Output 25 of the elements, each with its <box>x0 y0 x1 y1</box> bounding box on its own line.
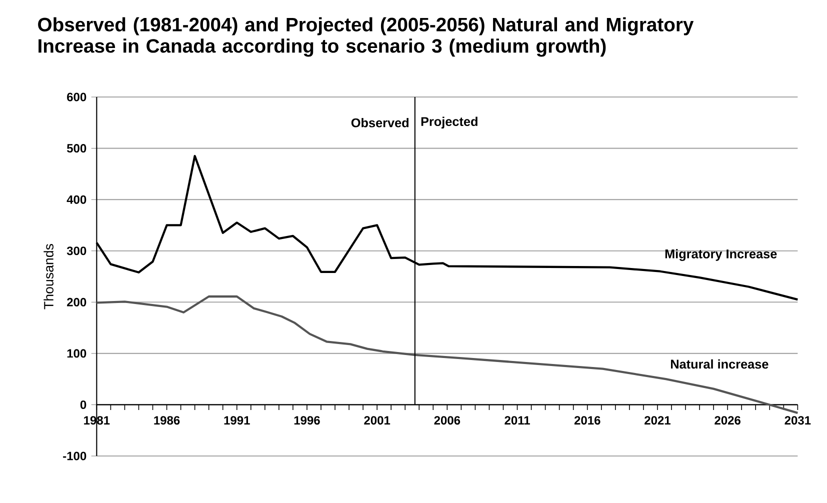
y-tick-label: -100 <box>63 452 86 460</box>
x-tick-label: 2031 <box>784 416 811 425</box>
y-tick-label: 300 <box>66 246 86 256</box>
y-tick-label: 0 <box>80 400 86 409</box>
line-series <box>96 295 799 414</box>
x-tick-label: 1996 <box>294 416 320 425</box>
chart-title: Observed (1981-2004) and Projected (2005-2056) Natural and Migratory Increase in Canada according to scenario 3 (medium growth) <box>38 17 694 57</box>
y-axis-title: Thousands <box>44 244 54 310</box>
x-tick-label: 2026 <box>714 416 740 425</box>
y-tick-label: 600 <box>67 92 86 102</box>
series-label: Migratory Increase <box>665 249 777 261</box>
x-tick-label: 1986 <box>154 416 180 425</box>
y-tick-label: 100 <box>67 349 86 358</box>
x-tick-label: 1991 <box>224 416 250 425</box>
x-tick-label: 2006 <box>434 416 460 425</box>
annotation: Observed <box>351 118 408 128</box>
x-tick-label: 2016 <box>574 416 600 425</box>
x-tick-label: 2021 <box>644 416 670 425</box>
y-tick-label: 400 <box>66 195 86 204</box>
series-label: Natural increase <box>671 359 768 369</box>
y-tick-label: 500 <box>66 144 86 153</box>
x-tick-label: 2011 <box>504 416 530 425</box>
x-tick-label: 2001 <box>364 416 390 425</box>
y-tick-label: 200 <box>67 298 86 306</box>
annotation: Projected <box>421 116 478 129</box>
